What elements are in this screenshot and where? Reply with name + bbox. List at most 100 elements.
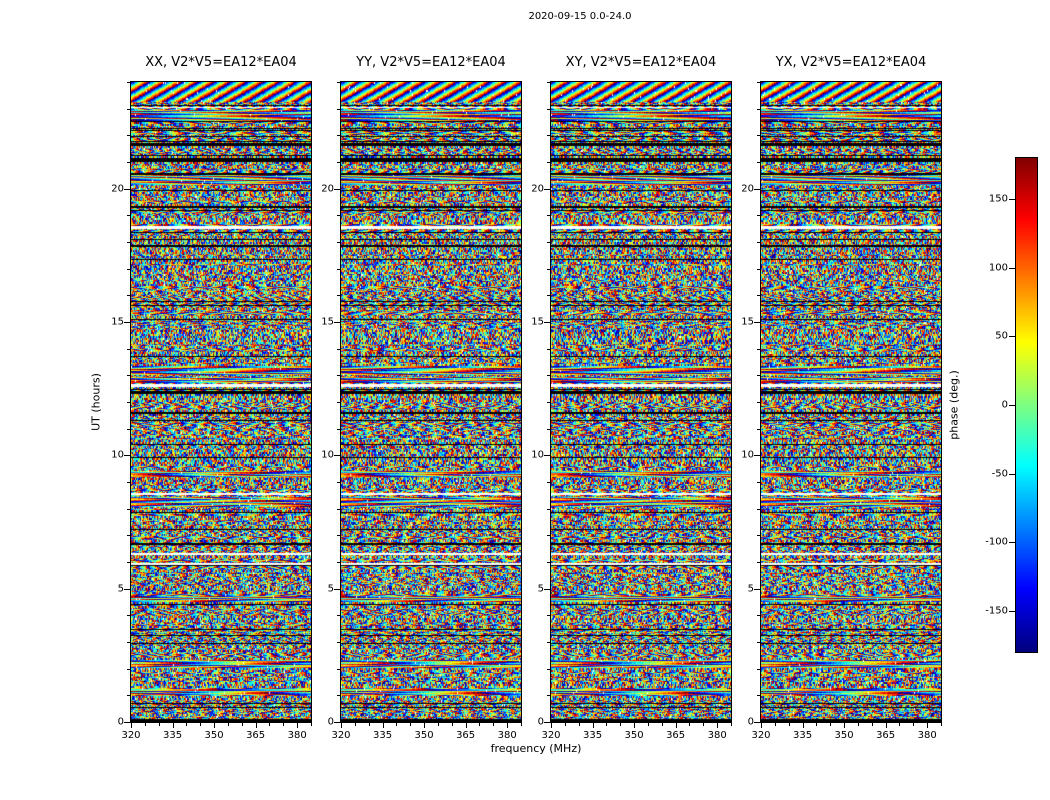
- tick-mark: [1009, 199, 1015, 201]
- tick-mark: [544, 188, 550, 190]
- tick-mark: [127, 695, 130, 697]
- tick-mark: [172, 723, 174, 728]
- tick-mark: [547, 642, 550, 643]
- tick-mark: [368, 723, 370, 726]
- tick-mark: [124, 722, 130, 723]
- tick-mark: [283, 723, 285, 726]
- tick-mark: [547, 695, 550, 697]
- y-tick-label: 15: [321, 316, 334, 328]
- tick-mark: [1009, 336, 1015, 338]
- panel-title: XX, V2*V5=EA12*EA04: [145, 55, 297, 70]
- tick-mark: [334, 588, 340, 590]
- tick-mark: [757, 535, 760, 537]
- tick-mark: [124, 188, 130, 190]
- tick-mark: [127, 428, 130, 430]
- tick-mark: [757, 162, 760, 163]
- tick-mark: [731, 723, 732, 726]
- tick-mark: [551, 723, 552, 728]
- x-tick-label: 350: [414, 730, 434, 741]
- tick-mark: [547, 428, 550, 430]
- heatmap-canvas: [550, 81, 732, 723]
- tick-mark: [341, 723, 342, 728]
- tick-mark: [1009, 473, 1015, 475]
- tick-mark: [761, 723, 762, 728]
- tick-mark: [124, 588, 130, 590]
- y-tick-label: 5: [537, 583, 544, 595]
- heatmap-canvas: [760, 81, 942, 723]
- tick-mark: [547, 615, 550, 617]
- y-axis-label: UT (hours): [89, 373, 103, 431]
- colorbar-tick-label: 150: [988, 193, 1008, 205]
- tick-mark: [757, 215, 760, 217]
- tick-mark: [544, 722, 550, 723]
- x-tick-label: 365: [666, 730, 686, 741]
- x-tick-label: 335: [162, 730, 183, 741]
- tick-mark: [547, 508, 550, 510]
- tick-mark: [606, 723, 608, 726]
- tick-mark: [757, 135, 760, 137]
- x-tick-label: 350: [834, 730, 854, 741]
- tick-mark: [269, 723, 271, 726]
- tick-mark: [689, 723, 691, 726]
- tick-mark: [127, 562, 130, 563]
- colorbar-tick-label: -100: [985, 536, 1008, 548]
- tick-mark: [1009, 405, 1015, 406]
- x-tick-label: 335: [372, 730, 393, 741]
- x-tick-label: 365: [456, 730, 476, 741]
- x-tick-label: 320: [751, 730, 771, 741]
- y-tick-label: 5: [747, 583, 754, 595]
- tick-mark: [127, 242, 130, 243]
- heatmap-canvas: [130, 81, 312, 723]
- tick-mark: [186, 723, 188, 726]
- y-tick-label: 10: [111, 449, 124, 461]
- tick-mark: [757, 295, 760, 297]
- tick-mark: [437, 723, 439, 726]
- tick-mark: [255, 723, 257, 728]
- y-tick-label: 0: [747, 716, 754, 728]
- tick-mark: [396, 723, 398, 726]
- y-tick-label: 20: [321, 183, 334, 195]
- tick-mark: [885, 723, 887, 728]
- tick-mark: [131, 723, 132, 728]
- tick-mark: [337, 135, 340, 137]
- tick-mark: [127, 535, 130, 537]
- colorbar-tick-label: 100: [988, 262, 1008, 274]
- tick-mark: [547, 242, 550, 243]
- tick-mark: [757, 668, 760, 670]
- tick-mark: [757, 428, 760, 430]
- y-tick-label: 10: [741, 449, 754, 461]
- tick-mark: [544, 588, 550, 590]
- y-tick-label: 15: [111, 316, 124, 328]
- tick-mark: [337, 295, 340, 297]
- tick-mark: [1009, 542, 1015, 544]
- tick-mark: [521, 723, 522, 726]
- x-tick-label: 350: [624, 730, 644, 741]
- tick-mark: [337, 695, 340, 697]
- tick-mark: [754, 588, 760, 590]
- tick-mark: [337, 482, 340, 483]
- panel-title: YX, V2*V5=EA12*EA04: [775, 55, 927, 70]
- tick-mark: [214, 723, 216, 728]
- tick-mark: [547, 348, 550, 350]
- panel-title: XY, V2*V5=EA12*EA04: [565, 55, 717, 70]
- tick-mark: [424, 723, 426, 728]
- y-tick-label: 0: [117, 716, 124, 728]
- tick-mark: [127, 268, 130, 270]
- colorbar-label: phase (deg.): [947, 370, 961, 440]
- tick-mark: [337, 162, 340, 163]
- tick-mark: [127, 162, 130, 163]
- x-tick-label: 380: [287, 730, 307, 741]
- colorbar-tick-label: -150: [985, 605, 1008, 617]
- tick-mark: [337, 108, 340, 110]
- tick-mark: [757, 242, 760, 243]
- tick-mark: [754, 322, 760, 323]
- y-tick-label: 10: [531, 449, 544, 461]
- tick-mark: [547, 562, 550, 563]
- x-tick-label: 335: [582, 730, 603, 741]
- tick-mark: [661, 723, 663, 726]
- tick-mark: [544, 455, 550, 457]
- tick-mark: [479, 723, 481, 726]
- tick-mark: [754, 188, 760, 190]
- tick-mark: [337, 535, 340, 537]
